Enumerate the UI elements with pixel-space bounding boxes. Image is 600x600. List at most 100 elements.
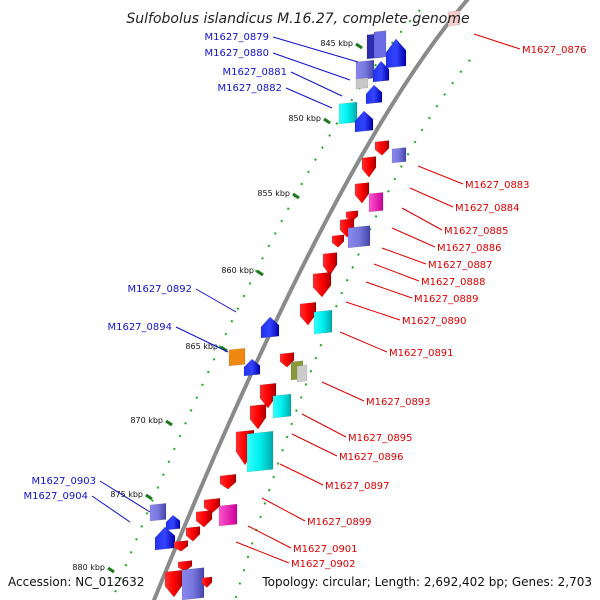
gene-features (149, 10, 461, 600)
gene-label: M1627_0902 (291, 559, 356, 570)
leader-line (290, 71, 343, 97)
leader-line (473, 33, 521, 50)
kbp-label: 880 kbp (72, 563, 105, 572)
gene-glyph (372, 60, 390, 83)
gene-label: M1627_0891 (389, 348, 454, 359)
forward-gene-label: M1627_0894 (107, 322, 229, 353)
gene-glyph (249, 404, 267, 430)
reverse-gene-label: M1627_0886 (391, 227, 502, 254)
kbp-label: 860 kbp (221, 266, 254, 275)
gene-glyph (345, 210, 359, 222)
leader-line (175, 326, 229, 353)
leader-line (272, 52, 351, 81)
gene-glyph (391, 147, 407, 164)
kbp-tick (355, 42, 363, 50)
outer-guide-line (233, 59, 471, 600)
reverse-gene-label: M1627_0889 (365, 281, 479, 305)
gene-label: M1627_0886 (437, 243, 502, 254)
gene-glyph (173, 540, 189, 552)
accession-text: Accession: NC_012632 (8, 575, 144, 589)
kbp-marker: 875 kbp (110, 490, 153, 501)
reverse-gene-label: M1627_0897 (279, 463, 390, 492)
gene-label: M1627_0879 (204, 32, 269, 43)
reverse-gene-label: M1627_0876 (473, 33, 587, 56)
leader-line (373, 263, 420, 282)
reverse-gene-label: M1627_0893 (321, 381, 431, 408)
reverse-gene-label: M1627_0884 (409, 187, 520, 214)
leader-line (247, 525, 292, 549)
gene-glyph (365, 84, 383, 105)
leader-line (195, 288, 237, 313)
kbp-tick (292, 192, 300, 200)
kbp-label: 855 kbp (257, 189, 290, 198)
gene-label: M1627_0893 (366, 397, 431, 408)
gene-label: M1627_0876 (522, 45, 587, 56)
kbp-marker: 865 kbp (185, 342, 228, 353)
gene-label: M1627_0903 (31, 476, 96, 487)
reverse-gene-label: M1627_0902 (235, 541, 356, 570)
leader-line (409, 187, 454, 208)
gene-glyph (331, 234, 345, 248)
forward-gene-label: M1627_0904 (23, 491, 131, 523)
kbp-tick (107, 566, 115, 574)
gene-glyph (177, 560, 193, 572)
gene-label: M1627_0885 (444, 226, 509, 237)
reverse-gene-label: M1627_0895 (301, 413, 413, 444)
gene-glyph (181, 567, 205, 600)
gene-glyph (165, 514, 181, 531)
forward-gene-label: M1627_0879 (204, 32, 359, 63)
kbp-marker: 860 kbp (221, 266, 264, 277)
reverse-gene-label: M1627_0887 (381, 247, 493, 271)
gene-label: M1627_0887 (428, 260, 493, 271)
kbp-marker: 855 kbp (257, 189, 300, 200)
gene-glyph (185, 526, 201, 542)
leader-line (99, 480, 151, 513)
gene-glyph (296, 364, 308, 383)
forward-gene-label: M1627_0880 (204, 48, 351, 81)
leader-line (391, 227, 436, 248)
reverse-gene-label: M1627_0888 (373, 263, 486, 288)
leader-line (339, 331, 388, 353)
leader-line (365, 281, 413, 299)
gene-glyph (246, 430, 274, 473)
kbp-marker: 845 kbp (320, 39, 363, 50)
gene-label: M1627_0894 (107, 322, 172, 333)
kbp-tick (256, 269, 264, 277)
gene-glyph (312, 271, 332, 298)
gene-glyph (322, 252, 338, 276)
kbp-label: 845 kbp (320, 39, 353, 48)
gene-glyph (354, 182, 370, 204)
leader-line (91, 495, 131, 523)
gene-glyph (272, 393, 292, 419)
kbp-tick (165, 419, 173, 427)
leader-line (401, 207, 443, 231)
gene-glyph (201, 576, 213, 588)
gene-glyph (299, 302, 317, 326)
gene-label: M1627_0882 (217, 83, 282, 94)
leader-line (291, 433, 338, 457)
gene-glyph (355, 77, 369, 90)
gene-label: M1627_0884 (455, 203, 520, 214)
reverse-gene-label: M1627_0896 (291, 433, 404, 463)
gene-glyph (354, 110, 374, 133)
gene-glyph (164, 569, 184, 598)
reverse-gene-label: M1627_0883 (417, 165, 530, 191)
gene-label: M1627_0880 (204, 48, 269, 59)
gene-glyph (154, 526, 176, 551)
reverse-gene-label: M1627_0901 (247, 525, 358, 555)
gene-glyph (313, 309, 333, 335)
gene-label: M1627_0889 (414, 294, 479, 305)
leader-line (321, 381, 365, 402)
gene-glyph (228, 347, 246, 367)
gene-glyph (243, 358, 261, 377)
leader-line (417, 165, 464, 185)
gene-label: M1627_0890 (402, 316, 467, 327)
gene-label: M1627_0896 (339, 452, 404, 463)
kbp-marker: 880 kbp (72, 563, 115, 574)
leader-line (285, 87, 333, 109)
leader-line (235, 541, 290, 564)
gene-label: M1627_0881 (222, 67, 287, 78)
leader-line (301, 413, 347, 438)
gene-label: M1627_0904 (23, 491, 88, 502)
